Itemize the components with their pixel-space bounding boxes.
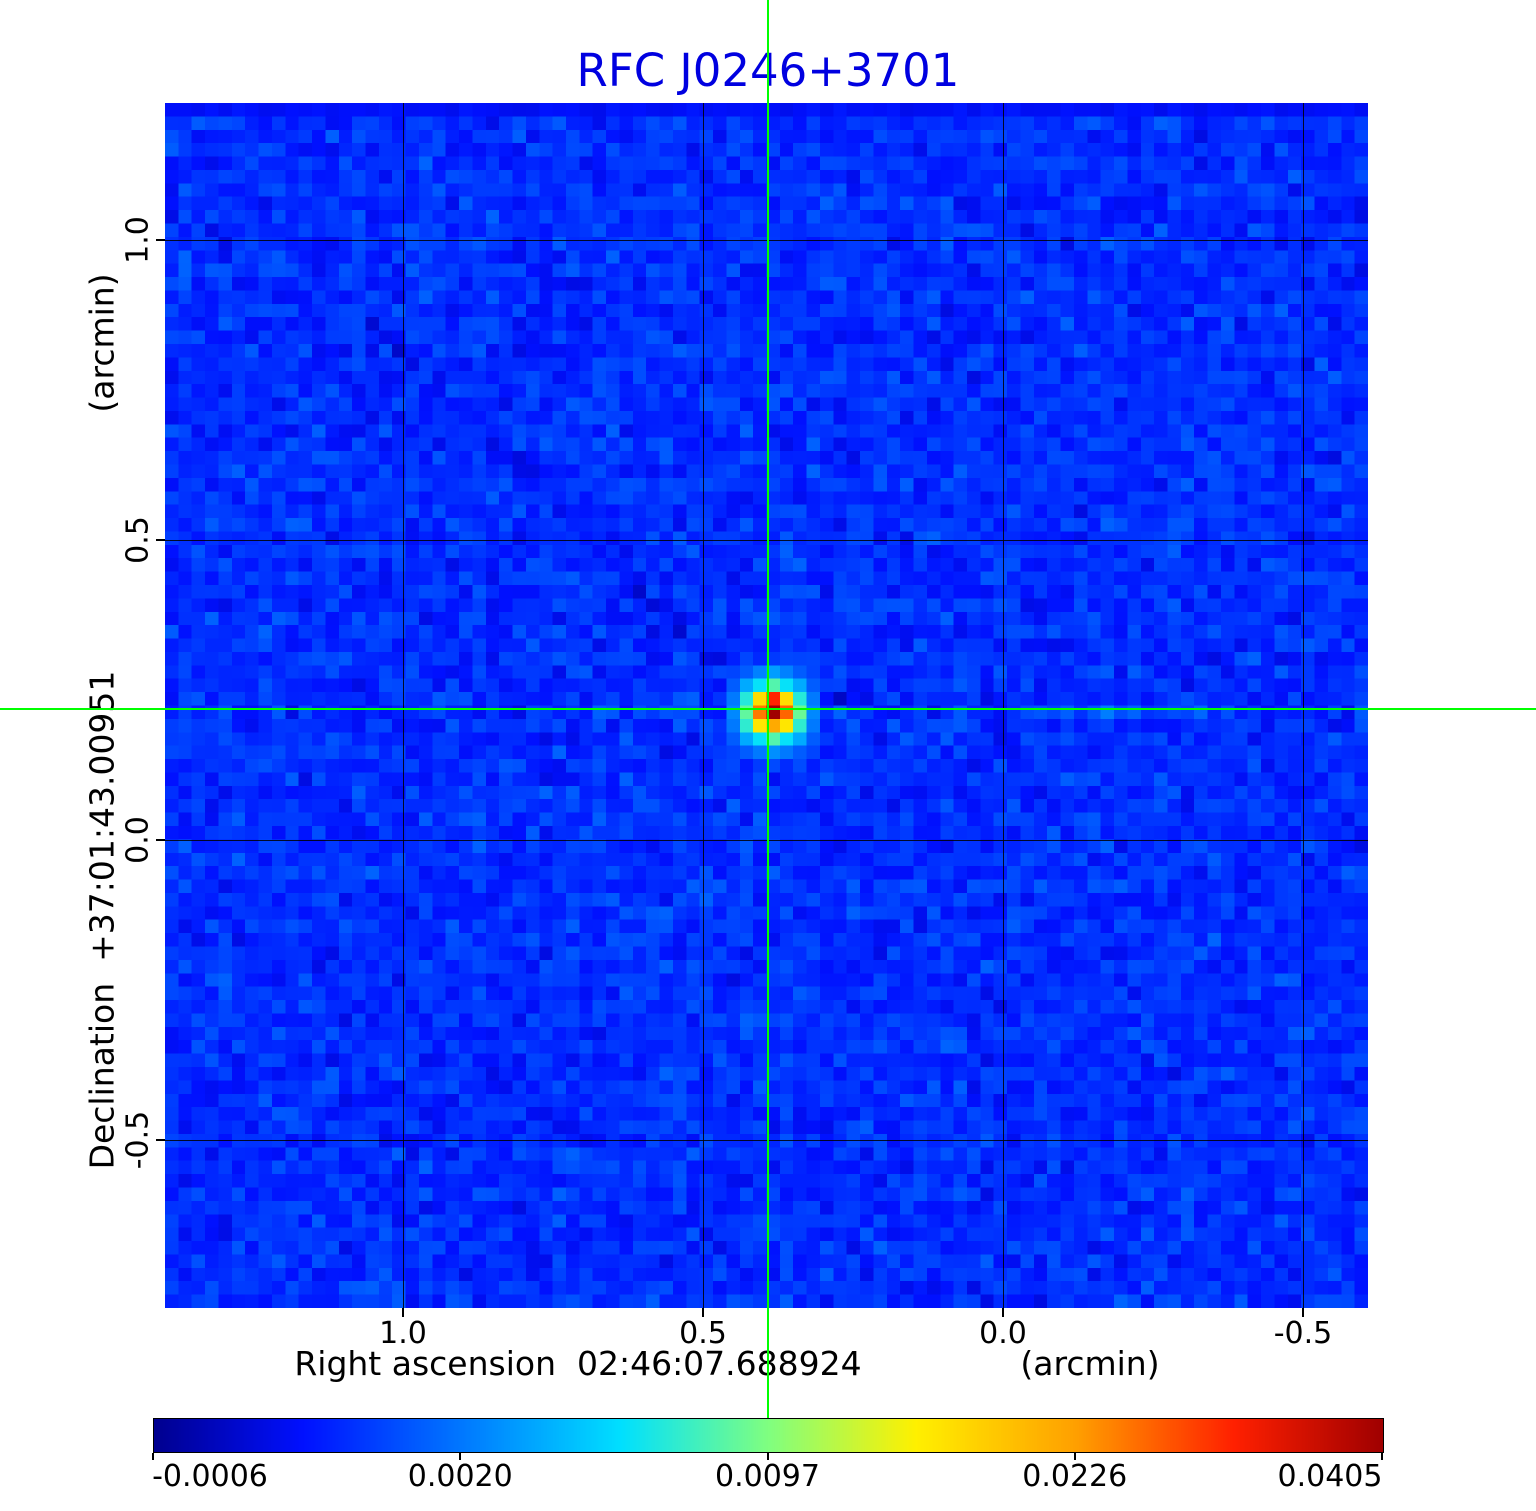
x-axis-unit-label: (arcmin) (1020, 1344, 1160, 1383)
grid-line-horizontal (165, 840, 1368, 841)
x-axis-tick (402, 1308, 404, 1317)
sky-map (165, 103, 1368, 1308)
y-axis-unit-label: (arcmin) (82, 273, 122, 413)
colorbar (153, 1418, 1384, 1453)
grid-line-horizontal (165, 540, 1368, 541)
sky-map-image (165, 103, 1368, 1308)
grid-line-vertical (703, 103, 704, 1308)
colorbar-tick (766, 1453, 769, 1460)
y-axis-tick (156, 239, 165, 241)
y-axis-tick (156, 839, 165, 841)
colorbar-tick (152, 1453, 154, 1460)
y-axis-label: Declination +37:01:43.00951 (82, 670, 122, 1170)
y-axis-tick (156, 1139, 165, 1141)
crosshair-horizontal-line (0, 708, 1536, 710)
grid-line-vertical (1003, 103, 1004, 1308)
colorbar-gradient (154, 1419, 1383, 1452)
grid-line-horizontal (165, 1140, 1368, 1141)
colorbar-tick (1381, 1453, 1383, 1460)
y-tick-label: -0.5 (120, 1110, 156, 1170)
colorbar-tick-label: 0.0226 (1022, 1459, 1128, 1494)
x-axis-tick (1002, 1308, 1004, 1317)
x-tick-label: 1.0 (379, 1316, 427, 1351)
x-tick-label: 0.5 (679, 1316, 727, 1351)
colorbar-tick (459, 1453, 462, 1460)
y-axis-tick (156, 539, 165, 541)
colorbar-tick-label: 0.0405 (1277, 1459, 1383, 1494)
grid-line-vertical (1303, 103, 1304, 1308)
y-tick-label: 0.0 (120, 816, 156, 864)
grid-line-horizontal (165, 240, 1368, 241)
colorbar-tick-label: 0.0020 (407, 1459, 513, 1494)
x-axis-label: Right ascension 02:46:07.688924 (294, 1344, 862, 1383)
x-axis-tick (1302, 1308, 1304, 1317)
x-tick-label: -0.5 (1273, 1316, 1333, 1351)
y-tick-label: 0.5 (120, 516, 156, 564)
colorbar-tick-label: -0.0006 (152, 1459, 268, 1494)
y-tick-label: 1.0 (120, 216, 156, 264)
x-tick-label: 0.0 (979, 1316, 1027, 1351)
colorbar-tick-label: 0.0097 (715, 1459, 820, 1494)
x-axis-tick (702, 1308, 704, 1317)
colorbar-tick (1073, 1453, 1076, 1460)
grid-line-vertical (403, 103, 404, 1308)
